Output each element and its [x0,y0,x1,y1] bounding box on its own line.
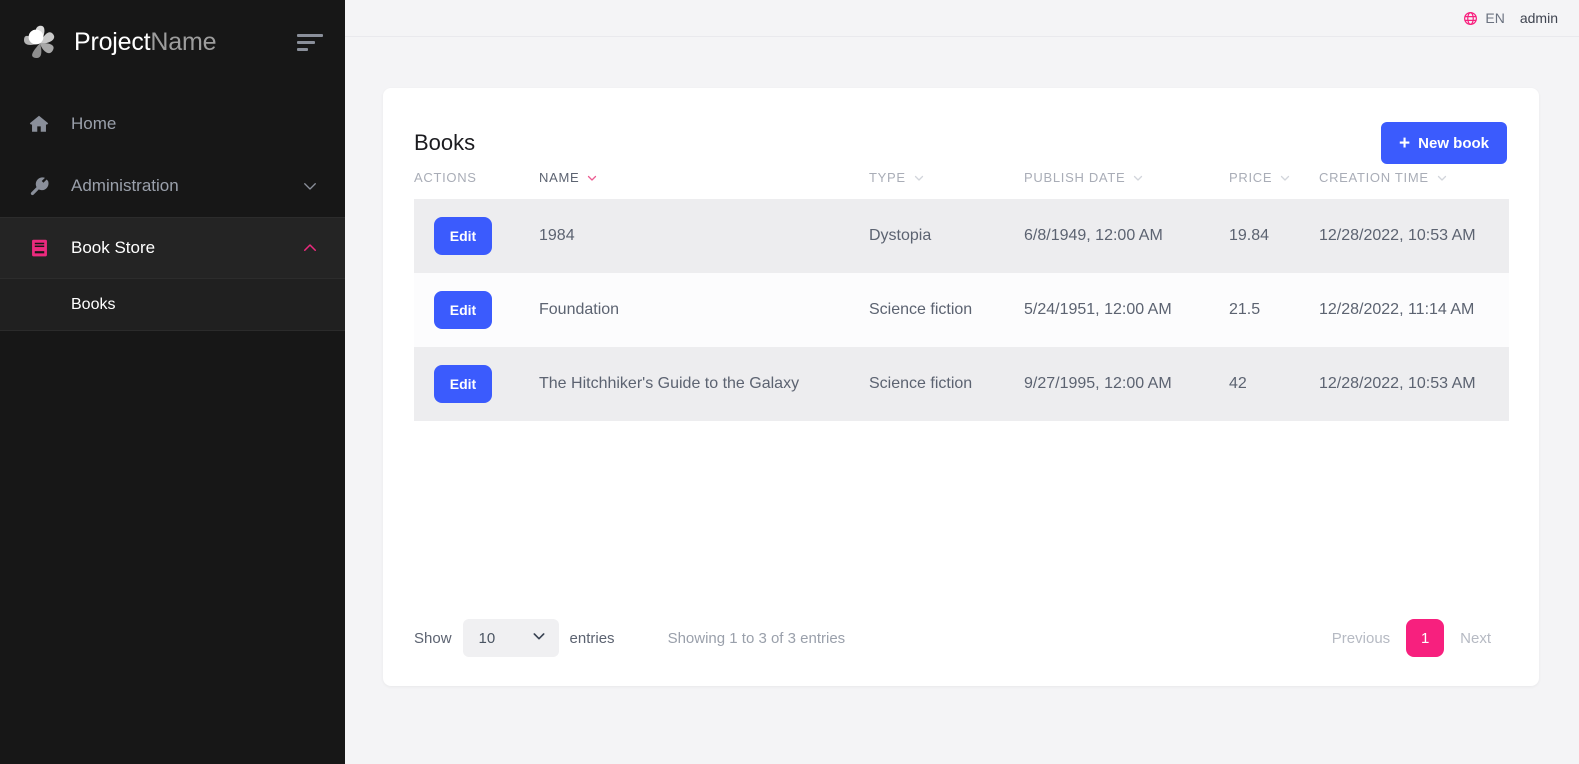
table-header-row: ACTIONS NAME [414,170,1509,199]
sidebar-item-home[interactable]: Home [0,93,345,155]
cell-creation-time: 12/28/2022, 11:14 AM [1319,273,1509,347]
table-footer: Show 10 entries Showing 1 to 3 of 3 entr… [383,590,1539,686]
cell-publish-date: 9/27/1995, 12:00 AM [1024,347,1229,421]
col-publish-date[interactable]: PUBLISH DATE [1024,170,1229,199]
col-type[interactable]: TYPE [869,170,1024,199]
cell-publish-date: 6/8/1949, 12:00 AM [1024,199,1229,273]
cell-actions: Edit [414,273,539,347]
col-creation-time[interactable]: CREATION TIME [1319,170,1509,199]
col-actions-label: ACTIONS [414,170,477,185]
brand-title: ProjectName [74,28,217,57]
cell-name: 1984 [539,199,869,273]
cell-type: Dystopia [869,199,1024,273]
sidebar-subitem-label-books: Books [71,295,116,313]
table-row[interactable]: Edit 1984 Dystopia 6/8/1949, 12:00 AM 19… [414,199,1509,273]
sort-chevron-down-icon-type[interactable] [913,172,925,184]
col-publish-date-label: PUBLISH DATE [1024,170,1126,185]
sort-chevron-down-icon-creation-time[interactable] [1436,172,1448,184]
brand-title-light: Name [150,28,217,56]
col-creation-time-wrap[interactable]: CREATION TIME [1319,170,1448,185]
cell-actions: Edit [414,199,539,273]
pinwheel-logo-icon [20,23,60,63]
pagination: Previous 1 Next [1316,619,1507,657]
showing-entries-text: Showing 1 to 3 of 3 entries [667,629,846,647]
col-price-label: PRICE [1229,170,1273,185]
col-actions-wrap: ACTIONS [414,170,477,185]
entries-label: entries [569,629,615,647]
cell-price: 19.84 [1229,199,1319,273]
sort-chevron-down-icon-name[interactable] [586,172,598,184]
main-content: EN admin Books + New book [345,0,1579,764]
col-price[interactable]: PRICE [1229,170,1319,199]
sidebar-nav: Home Administration [0,93,345,331]
new-book-button[interactable]: + New book [1381,122,1507,164]
col-publish-date-wrap[interactable]: PUBLISH DATE [1024,170,1144,185]
language-label: EN [1485,10,1505,26]
cell-name: The Hitchhiker's Guide to the Galaxy [539,347,869,421]
books-table: ACTIONS NAME [414,170,1509,421]
home-icon [24,113,54,135]
card-header: Books + New book [383,88,1539,170]
sidebar-subitem-books[interactable]: Books [0,279,345,331]
book-icon [24,237,54,259]
books-card: Books + New book [383,88,1539,686]
edit-button[interactable]: Edit [434,217,492,255]
col-type-label: TYPE [869,170,906,185]
sidebar-item-administration[interactable]: Administration [0,155,345,217]
page-size-select[interactable]: 10 [462,619,559,657]
new-book-button-label: New book [1418,134,1489,152]
brand-title-bold: Project [74,28,151,56]
wrench-icon [24,175,54,197]
sidebar: ProjectName Home [0,0,345,764]
cell-type: Science fiction [869,347,1024,421]
table-body: Edit 1984 Dystopia 6/8/1949, 12:00 AM 19… [414,199,1509,421]
sort-chevron-down-icon-price[interactable] [1279,172,1291,184]
topbar: EN admin [345,0,1579,37]
cell-name: Foundation [539,273,869,347]
col-price-wrap[interactable]: PRICE [1229,170,1291,185]
cell-price: 21.5 [1229,273,1319,347]
chevron-down-icon [531,628,547,648]
cell-creation-time: 12/28/2022, 10:53 AM [1319,199,1509,273]
previous-page-button[interactable]: Previous [1331,629,1391,647]
cell-creation-time: 12/28/2022, 10:53 AM [1319,347,1509,421]
books-table-wrap: ACTIONS NAME [383,170,1539,421]
cell-publish-date: 5/24/1951, 12:00 AM [1024,273,1229,347]
cell-actions: Edit [414,347,539,421]
globe-icon [1463,11,1478,26]
show-label: Show [414,629,452,647]
col-name-label: NAME [539,170,580,185]
hamburger-menu-icon[interactable] [297,33,323,53]
table-row[interactable]: Edit Foundation Science fiction 5/24/195… [414,273,1509,347]
table-header: ACTIONS NAME [414,170,1509,199]
page-size-value: 10 [478,629,496,647]
cell-type: Science fiction [869,273,1024,347]
sidebar-item-book-store[interactable]: Book Store [0,217,345,279]
sort-chevron-down-icon-publish-date[interactable] [1132,172,1144,184]
col-type-wrap[interactable]: TYPE [869,170,925,185]
col-name[interactable]: NAME [539,170,869,199]
next-page-button[interactable]: Next [1460,629,1491,647]
edit-button[interactable]: Edit [434,365,492,403]
col-name-wrap[interactable]: NAME [539,170,598,185]
chevron-down-icon [301,177,319,195]
edit-button[interactable]: Edit [434,291,492,329]
page-number-button[interactable]: 1 [1406,619,1445,657]
sidebar-item-label-book-store: Book Store [71,238,156,257]
brand-header: ProjectName [0,0,345,85]
page-title: Books [414,130,476,155]
table-row[interactable]: Edit The Hitchhiker's Guide to the Galax… [414,347,1509,421]
plus-icon: + [1399,132,1411,154]
sidebar-item-label-administration: Administration [71,176,179,195]
chevron-up-icon [301,239,319,257]
col-creation-time-label: CREATION TIME [1319,170,1429,185]
page-size-group: Show 10 entries [414,619,615,657]
user-menu[interactable]: admin [1519,10,1558,26]
sidebar-item-label-home: Home [71,114,117,133]
col-actions: ACTIONS [414,170,539,199]
cell-price: 42 [1229,347,1319,421]
language-switcher[interactable]: EN [1463,10,1505,26]
